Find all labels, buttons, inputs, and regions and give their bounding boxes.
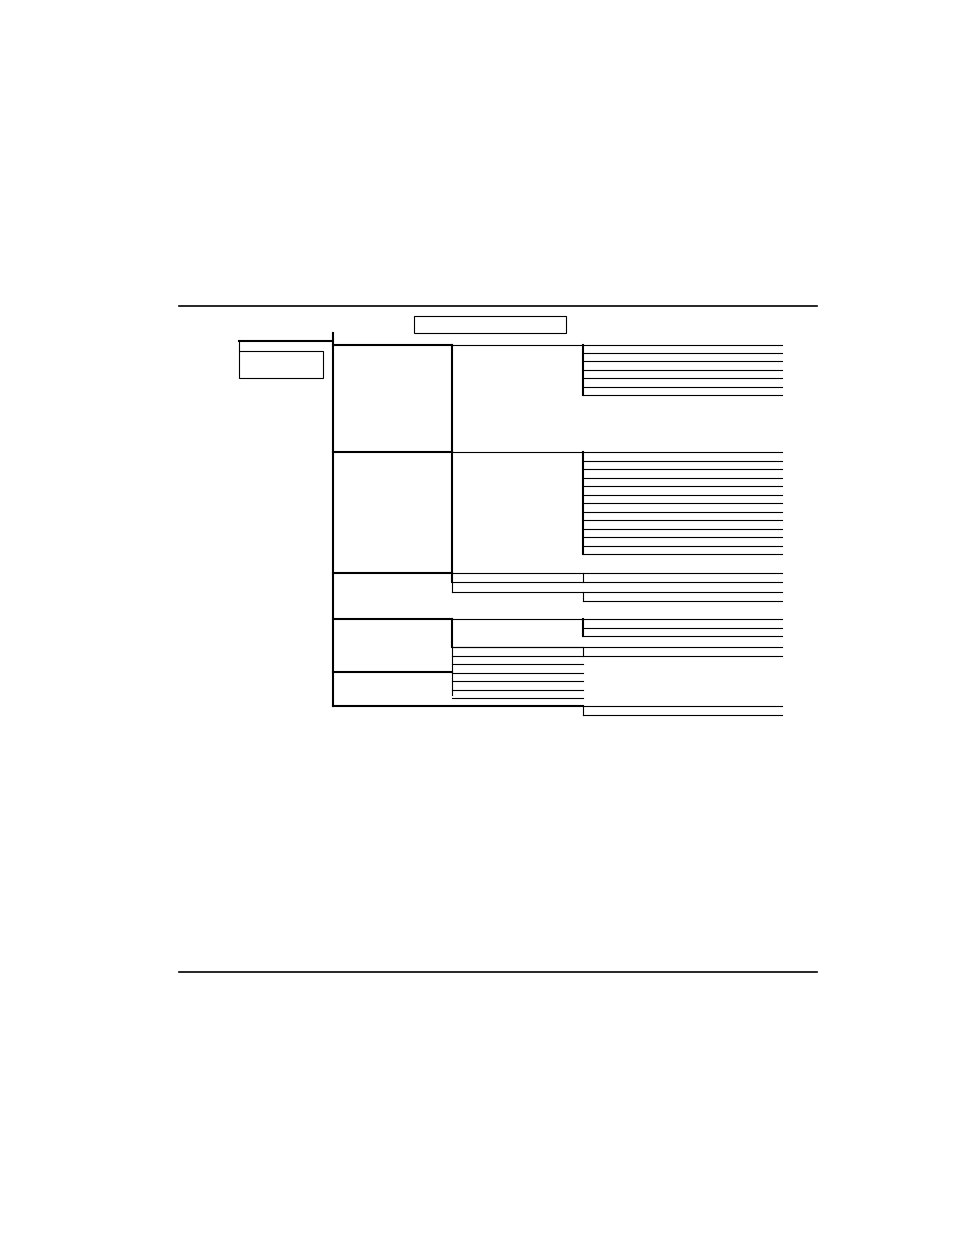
Bar (414, 316, 566, 333)
Bar (239, 351, 323, 378)
